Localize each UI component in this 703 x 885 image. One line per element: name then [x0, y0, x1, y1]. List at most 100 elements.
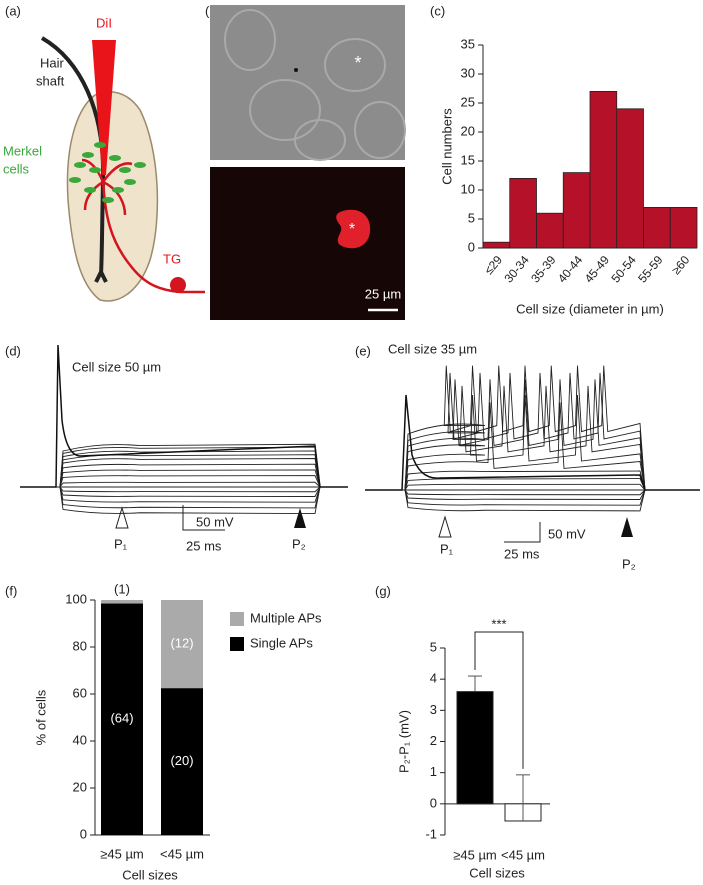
voltage-trace: [20, 475, 348, 488]
scale-label: 50 mV: [548, 526, 586, 541]
voltage-trace: [365, 385, 700, 491]
y-tick-label: 0: [80, 826, 87, 841]
trace-title: Cell size 35 µm: [388, 341, 477, 356]
voltage-trace: [20, 344, 348, 488]
bar: [509, 177, 537, 249]
nerve: [81, 158, 205, 294]
trace-title: Cell size 50 µm: [72, 359, 161, 374]
scale-label: 50 mV: [196, 514, 234, 529]
hair-label: Hair: [40, 55, 65, 70]
scale-label: 25 ms: [504, 546, 540, 561]
x-tick-label: <45 µm: [501, 847, 545, 862]
voltage-trace: [365, 489, 700, 506]
voltage-trace: [365, 470, 700, 491]
labeled-cell: [336, 209, 371, 249]
y-tick-label: 0: [430, 795, 437, 810]
y-tick-label: 60: [73, 685, 87, 700]
bar: [456, 691, 494, 805]
merkel-cells: [69, 142, 146, 203]
panel-label: (a): [5, 3, 21, 18]
x-tick-label: 30-34: [501, 253, 532, 286]
merkel-label: cells: [3, 161, 30, 176]
bar: [589, 91, 618, 249]
bar: [536, 212, 564, 249]
x-tick-label: ≥60: [669, 253, 693, 278]
y-axis-label: Cell numbers: [439, 108, 454, 185]
cell-marker: *: [354, 53, 361, 73]
x-tick-label: ≤29: [482, 253, 506, 278]
y-axis-label: % of cells: [33, 689, 48, 745]
y-tick-label: 0: [468, 239, 475, 254]
voltage-trace: [20, 486, 348, 515]
scale-label: 25 ms: [186, 538, 222, 553]
y-tick-label: 35: [461, 36, 475, 51]
panel-label: (e): [355, 343, 371, 358]
x-tick-label: ≥45 µm: [100, 846, 144, 861]
voltage-trace: [20, 486, 348, 503]
significance-bracket: [474, 631, 524, 769]
dye-label: DiI: [96, 15, 112, 30]
voltage-trace: [365, 372, 700, 491]
micrographs: * * 25 µm: [210, 5, 406, 320]
x-tick-label: ≥45 µm: [453, 847, 497, 862]
legend-swatch: [230, 637, 244, 651]
count-label: (20): [170, 753, 193, 768]
x-tick-label: 45-49: [582, 253, 613, 286]
y-tick-label: 1: [430, 764, 437, 779]
y-tick-label: 25: [461, 94, 475, 109]
y-tick-label: 5: [468, 210, 475, 225]
fluorescence-image: [210, 167, 405, 320]
y-tick-label: -1: [425, 826, 437, 841]
count-label: (64): [110, 711, 133, 726]
ganglion-label: TG: [163, 251, 181, 266]
significance-label: ***: [491, 616, 506, 631]
ganglion: [170, 277, 186, 293]
scale-bar: [504, 522, 541, 543]
p1-label: P₁: [114, 536, 128, 551]
p2-label: P₂: [292, 536, 306, 551]
p2-marker: [621, 517, 633, 537]
panel-label: (f): [5, 583, 17, 598]
p2-label: P₂: [622, 556, 636, 571]
y-tick-label: 100: [65, 591, 87, 606]
bar: [643, 206, 671, 249]
x-axis-label: Cell sizes: [122, 867, 178, 882]
voltage-trace: [20, 463, 348, 488]
bar-segment: [161, 688, 203, 835]
bar-segment: [101, 603, 143, 835]
x-tick-label: <45 µm: [160, 846, 204, 861]
follicle-diagram: DiI Hair shaft Merkel cells TG: [3, 15, 205, 302]
y-tick-label: 30: [461, 65, 475, 80]
bar-segment: [101, 600, 143, 604]
voltage-trace: [365, 365, 700, 491]
bar-segment: [161, 600, 203, 689]
voltage-trace: [365, 483, 700, 491]
follicle: [66, 91, 159, 302]
y-axis-label: P₂-P₁ (mV): [396, 710, 411, 773]
panel-label: (c): [430, 3, 445, 18]
voltage-trace: [20, 443, 348, 488]
voltage-trace: [20, 486, 348, 509]
cell-outlines: [224, 9, 406, 161]
voltage-trace: [365, 394, 700, 491]
bar: [482, 241, 511, 249]
x-tick-label: 40-44: [555, 253, 586, 286]
y-tick-label: 5: [430, 639, 437, 654]
merkel-label: Merkel: [3, 143, 42, 158]
x-tick-label: 50-54: [608, 253, 639, 286]
voltage-trace: [365, 489, 700, 496]
x-tick-label: 35-39: [528, 253, 559, 286]
legend-label: Single APs: [250, 635, 313, 650]
bar: [669, 206, 698, 249]
hair-label: shaft: [36, 73, 65, 88]
scale-bar-label: 25 µm: [365, 286, 401, 301]
voltage-trace: [20, 450, 348, 488]
voltage-trace: [20, 486, 348, 493]
p1-marker: [438, 515, 452, 538]
y-tick-label: 4: [430, 671, 437, 686]
y-tick-label: 80: [73, 638, 87, 653]
voltage-trace: [365, 402, 700, 491]
y-tick-label: 20: [461, 123, 475, 138]
